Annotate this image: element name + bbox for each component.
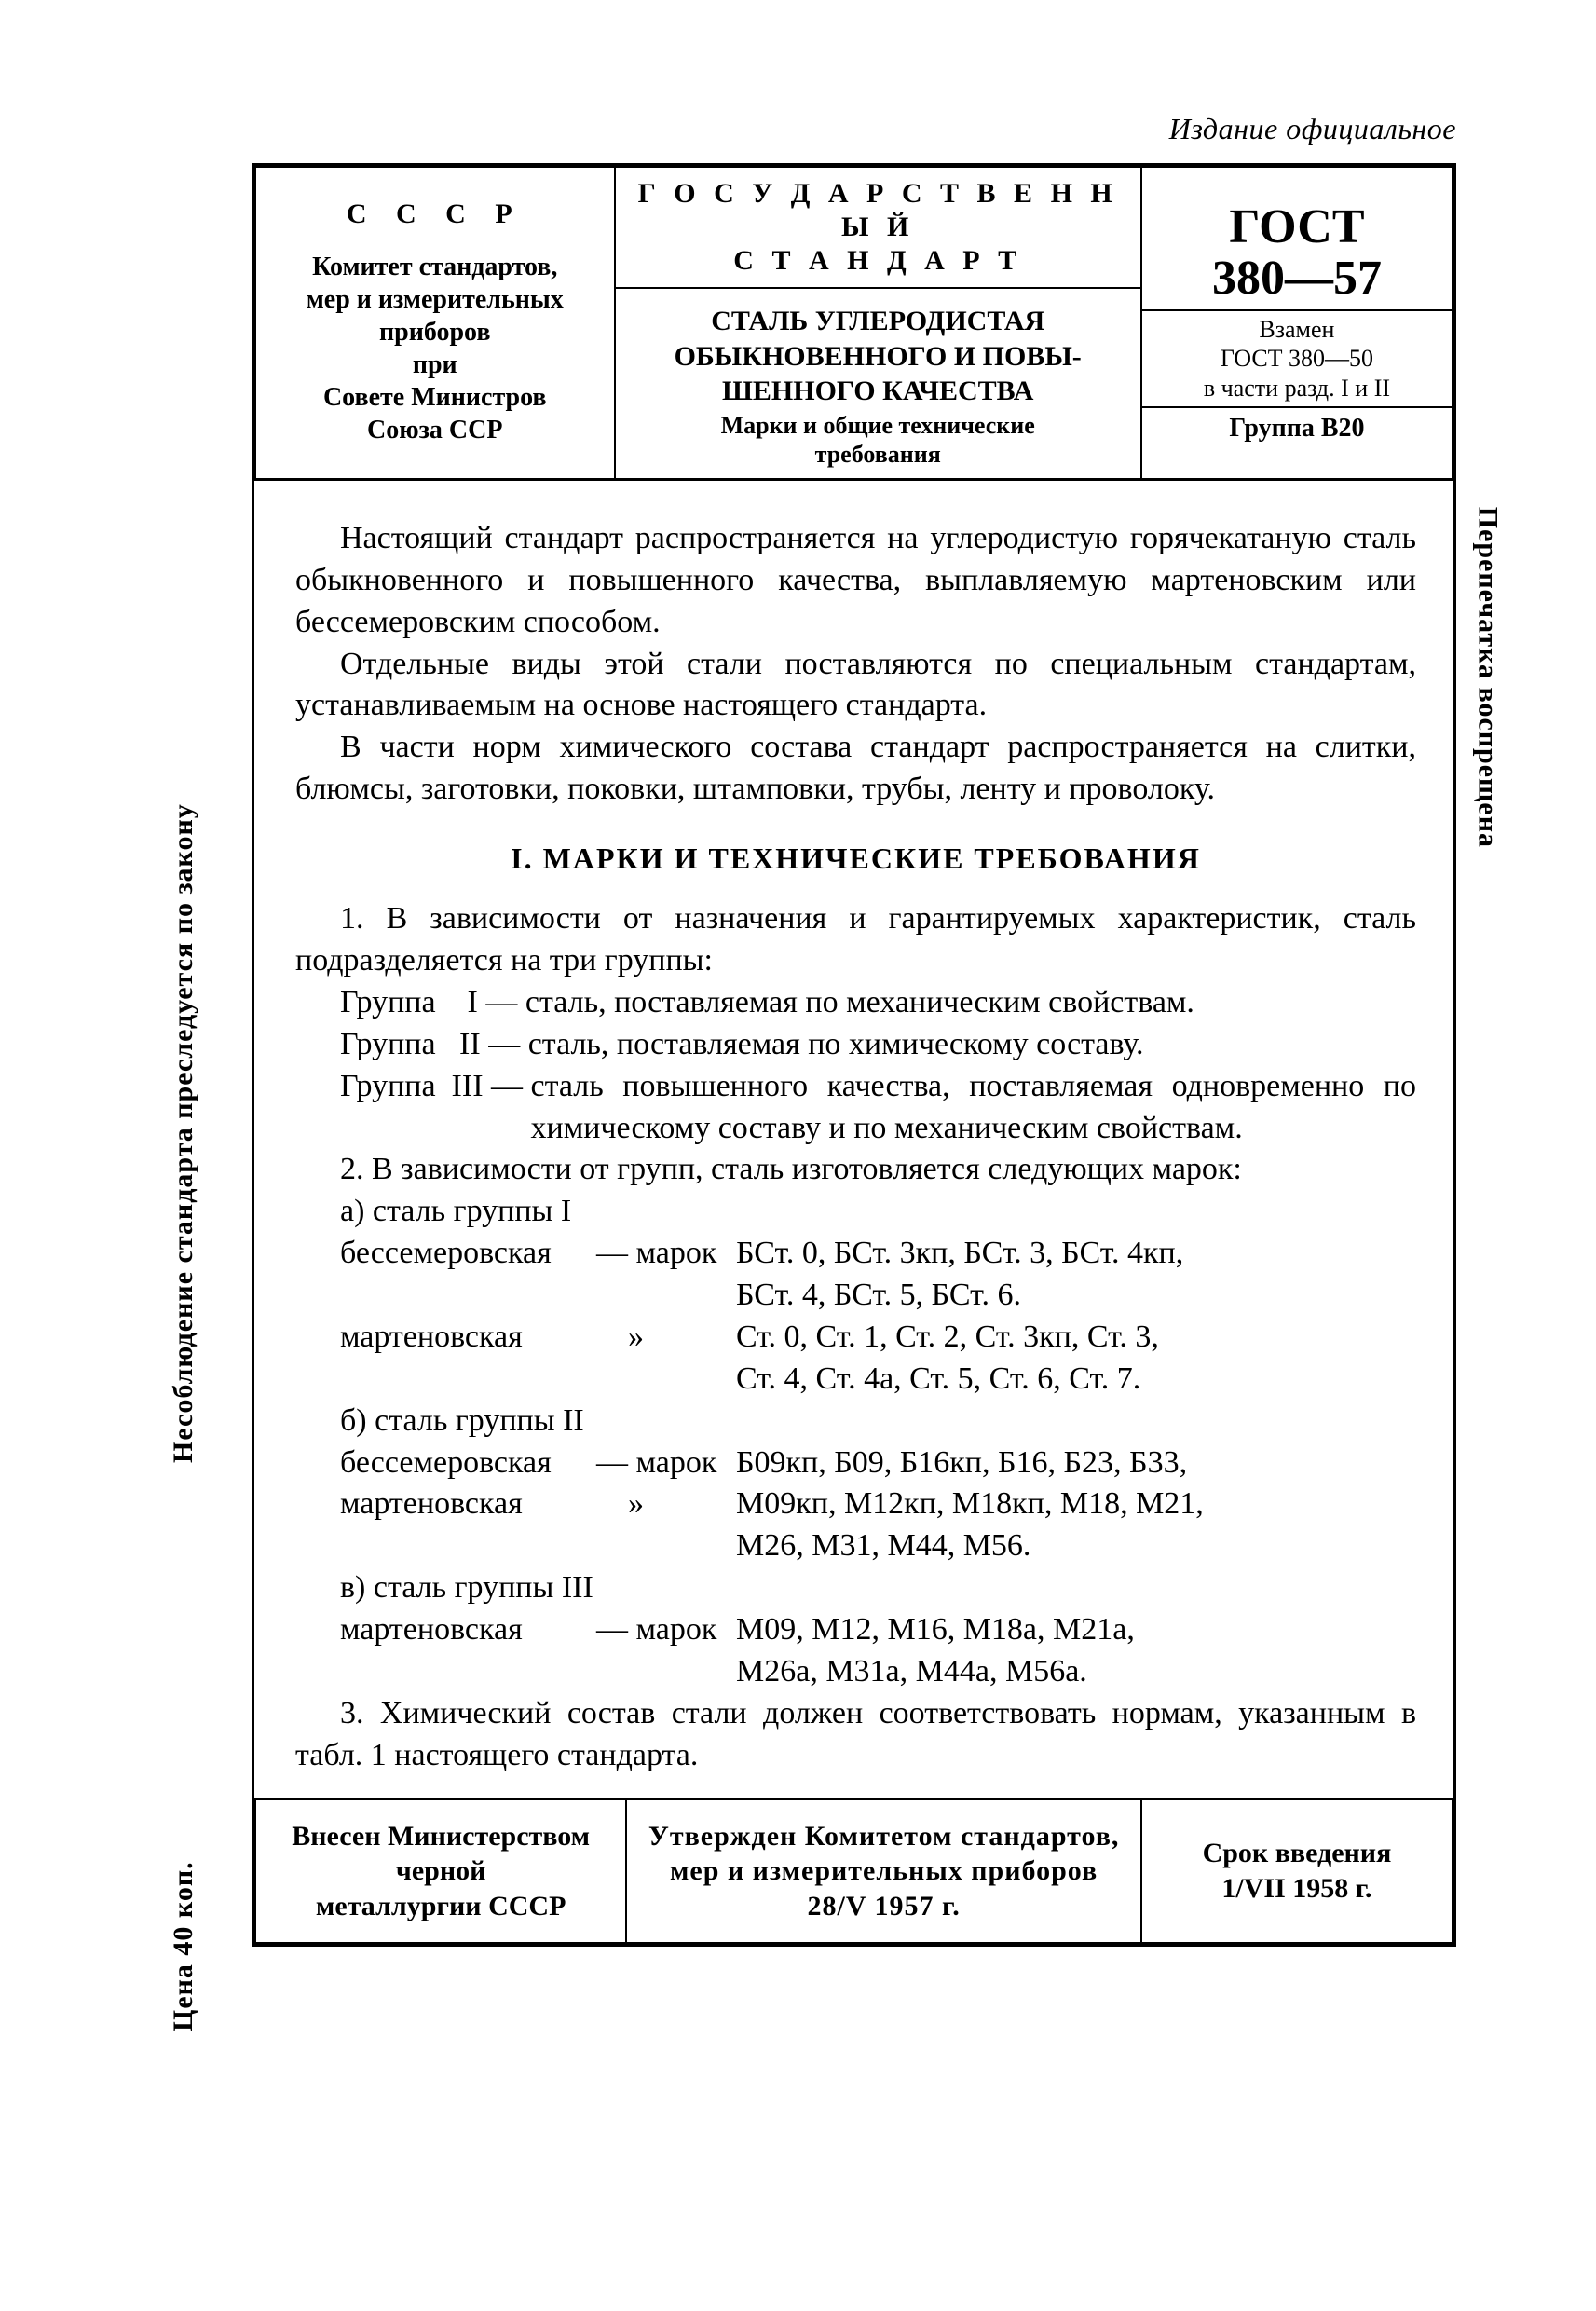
a-mart-c2: » [596,1317,736,1359]
header-table: С С С Р Комитет стандартов, мер и измери… [254,166,1453,481]
item-2: 2. В зависимости от групп, сталь изготов… [295,1149,1416,1191]
ussr-label: С С С Р [264,198,607,230]
b-mart-cont: М26, М31, М44, М56. [736,1525,1416,1567]
a-mart-c3: Ст. 0, Ст. 1, Ст. 2, Ст. 3кп, Ст. 3, [736,1317,1416,1359]
group-label: Группа В20 [1142,407,1452,449]
c-mart-row: мартеновская— марокМ09, М12, М16, М18а, … [340,1609,1416,1651]
official-edition: Издание официальное [252,112,1456,146]
steel-title: СТАЛЬ УГЛЕРОДИСТАЯ ОБЫКНОВЕННОГО И ПОВЫ-… [623,298,1133,411]
group-2-desc: сталь, поставляемая по химическому соста… [528,1024,1416,1066]
steel-subtitle: Марки и общие технические требования [623,411,1133,469]
intro-para-2: Отдельные виды этой стали поставляются п… [295,644,1416,728]
a-bess-c2: — марок [596,1233,736,1275]
group-1-row: Группа I — сталь, поставляемая по механи… [340,982,1416,1024]
footer-table: Внесен Министерством черной металлургии … [254,1798,1453,1945]
group-2-label: Группа II — [340,1024,528,1066]
intro-para-3: В части норм химического состава стандар… [295,727,1416,811]
footer-approved: Утвержден Комитетом стандартов, мер и из… [626,1798,1141,1943]
page: Несоблюдение стандарта преследуется по з… [0,0,1596,2311]
committee-label: Комитет стандартов, мер и измерительных … [264,251,607,446]
b-mart-c2: » [596,1484,736,1525]
a-bess-cont: БСт. 4, БСт. 5, БСт. 6. [736,1275,1416,1317]
c-mart-c3: М09, М12, М16, М18а, М21а, [736,1609,1416,1651]
footer-effective: Срок введения 1/VII 1958 г. [1141,1798,1453,1943]
c-mart-cont: М26а, М31а, М44а, М56а. [736,1651,1416,1693]
c-mart-c2: — марок [596,1609,736,1651]
group-1-label: Группа I — [340,982,525,1024]
side-note-law: Несоблюдение стандарта преследуется по з… [168,803,199,1463]
b-mart-c3: М09кп, М12кп, М18кп, М18, М21, [736,1484,1416,1525]
a-bess-c1: бессемеровская [340,1233,596,1275]
side-note-price: Цена 40 коп. [168,1861,199,2031]
gos-standard-label: Г О С У Д А Р С Т В Е Н Н Ы Й С Т А Н Д … [623,177,1133,278]
b-mart-row: мартеновская »М09кп, М12кп, М18кп, М18, … [340,1484,1416,1525]
subitem-b: б) сталь группы II [340,1401,1416,1443]
gost-word: ГОСТ [1142,202,1452,253]
a-bess-c3: БСт. 0, БСт. 3кп, БСт. 3, БСт. 4кп, [736,1233,1416,1275]
a-mart-cont: Ст. 4, Ст. 4а, Ст. 5, Ст. 6, Ст. 7. [736,1359,1416,1401]
group-3-row: Группа III — сталь повышенного качества,… [340,1066,1416,1150]
b-bess-c1: бессемеровская [340,1443,596,1484]
header-mid-title: СТАЛЬ УГЛЕРОДИСТАЯ ОБЫКНОВЕННОГО И ПОВЫ-… [615,288,1141,479]
item-1: 1. В зависимости от назначения и гаранти… [295,898,1416,982]
group-3-desc: сталь повышенного качества, поставляемая… [531,1066,1416,1150]
section-1-title: I. МАРКИ И ТЕХНИЧЕСКИЕ ТРЕБОВАНИЯ [295,839,1416,878]
gost-num: 380—57 [1142,253,1452,305]
side-note-reprint: Перепечатка воспрещена [1471,507,1503,848]
header-left: С С С Р Комитет стандартов, мер и измери… [255,167,615,479]
footer-submitted: Внесен Министерством черной металлургии … [255,1798,626,1943]
b-bess-c3: Б09кп, Б09, Б16кп, Б16, Б23, Б33, [736,1443,1416,1484]
c-mart-c1: мартеновская [340,1609,596,1651]
subitem-a: а) сталь группы I [340,1191,1416,1233]
group-1-desc: сталь, поставляемая по механическим свой… [525,982,1416,1024]
b-mart-c1: мартеновская [340,1484,596,1525]
b-bess-row: бессемеровская— марокБ09кп, Б09, Б16кп, … [340,1443,1416,1484]
b-bess-c2: — марок [596,1443,736,1484]
group-3-label: Группа III — [340,1066,531,1150]
subitem-c: в) сталь группы III [340,1567,1416,1609]
gost-number: ГОСТ 380—57 [1142,197,1452,310]
a-bess-row: бессемеровская— марокБСт. 0, БСт. 3кп, Б… [340,1233,1416,1275]
intro-para-1: Настоящий стандарт распространяется на у… [295,518,1416,644]
a-mart-row: мартеновская »Ст. 0, Ст. 1, Ст. 2, Ст. 3… [340,1317,1416,1359]
replaces-label: Взамен ГОСТ 380—50 в части разд. I и II [1142,310,1452,407]
a-mart-c1: мартеновская [340,1317,596,1359]
header-mid-gos: Г О С У Д А Р С Т В Е Н Н Ы Й С Т А Н Д … [615,167,1141,288]
document-frame: С С С Р Комитет стандартов, мер и измери… [252,163,1456,1947]
header-right: ГОСТ 380—57 Взамен ГОСТ 380—50 в части р… [1141,167,1453,479]
group-2-row: Группа II — сталь, поставляемая по химич… [340,1024,1416,1066]
document-body: Настоящий стандарт распространяется на у… [254,481,1453,1798]
item-3: 3. Химический состав стали должен соотве… [295,1693,1416,1777]
